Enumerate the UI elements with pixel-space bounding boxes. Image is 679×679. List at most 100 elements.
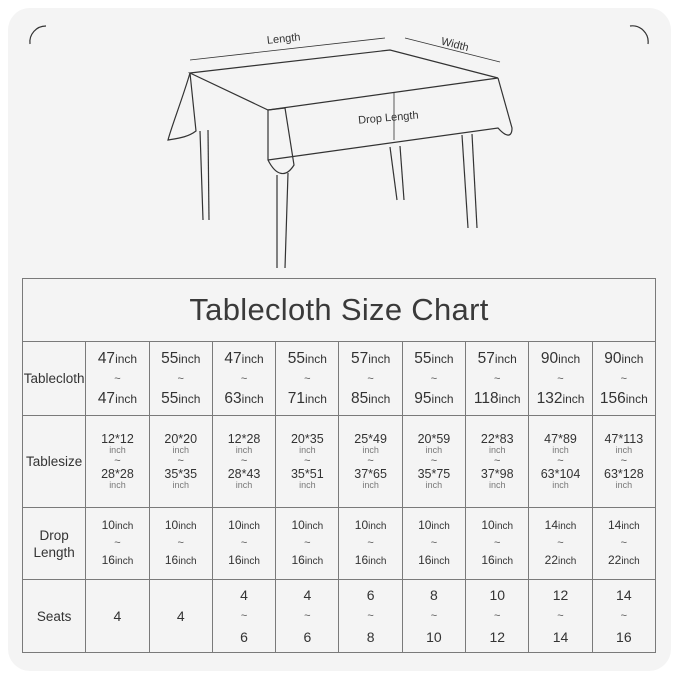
cell-value: 55inch	[150, 389, 212, 409]
cell-value: 16inch	[276, 552, 338, 570]
value-number: 10	[164, 518, 179, 532]
value-number: 10	[101, 518, 115, 532]
value-number: 10	[489, 586, 506, 603]
tilde-separator: ~	[367, 609, 374, 622]
table-cell: 10inch ~16inch	[401, 507, 467, 580]
value-number: 8	[366, 628, 375, 645]
unit-label: inch	[558, 351, 581, 366]
cell-value: 22inch	[529, 552, 591, 570]
table-cell: 90inch ~156inch	[591, 341, 657, 416]
table-cell: 4 ~6	[211, 579, 277, 653]
cell-value: 12	[529, 585, 591, 606]
cell-value: 85inch	[339, 389, 401, 409]
value-number: 22	[607, 553, 622, 567]
cell-value: 14inch	[593, 517, 655, 535]
drop-length-label: Drop Length	[358, 110, 419, 127]
cell-value: 16inch	[213, 552, 275, 570]
value-number: 57	[477, 349, 495, 367]
tilde-separator: ~	[304, 609, 311, 622]
tilde-separator: ~	[367, 455, 374, 467]
row-header: Drop Length	[21, 507, 87, 580]
tilde-separator: ~	[430, 372, 438, 385]
table-cell: 47*113 inch ~63*128 inch	[591, 415, 657, 508]
unit-label: inch	[299, 480, 316, 490]
unit-label: inch	[621, 521, 640, 532]
cell-value: 47inch	[213, 349, 275, 369]
table-cell: 10inch ~16inch	[148, 507, 213, 580]
tilde-separator: ~	[620, 537, 628, 549]
value-number: 132	[536, 389, 563, 407]
cell-value: 16inch	[403, 552, 465, 570]
unit-label: inch	[498, 391, 521, 406]
value-number: 35*51	[290, 467, 324, 481]
cell-value: 14inch	[529, 517, 591, 535]
table-cell: 10inch ~16inch	[85, 507, 150, 580]
cell-value: 20*20 inch	[150, 433, 212, 455]
value-number: 20*20	[164, 432, 198, 446]
tilde-separator: ~	[367, 537, 374, 549]
unit-label: inch	[431, 556, 450, 567]
unit-label: inch	[425, 445, 443, 455]
table-cell: 12*12 inch ~28*28 inch	[85, 415, 150, 508]
unit-label: inch	[621, 556, 640, 567]
table-cell: 57inch ~85inch	[338, 341, 403, 416]
corner-right	[629, 25, 649, 45]
table-cell: 55inch ~55inch	[148, 341, 213, 416]
cell-value: 55inch	[403, 349, 465, 369]
tilde-separator: ~	[240, 372, 248, 385]
cell-value: 57inch	[466, 349, 528, 369]
table-cell: 10inch ~16inch	[275, 507, 340, 580]
unit-label: inch	[362, 445, 379, 455]
value-number: 6	[240, 628, 248, 645]
cell-value: 16inch	[339, 552, 401, 570]
unit-label: inch	[621, 351, 644, 366]
value-number: 156	[599, 389, 626, 407]
cell-value: 16	[593, 627, 655, 648]
tilde-separator: ~	[620, 455, 628, 467]
unit-label: inch	[172, 445, 189, 455]
value-number: 10	[291, 518, 305, 532]
cell-value: 10inch	[213, 517, 275, 535]
value-number: 63	[224, 389, 242, 407]
value-number: 35*35	[164, 467, 198, 481]
unit-label: inch	[494, 556, 514, 567]
value-number: 16	[291, 553, 305, 567]
tilde-separator: ~	[430, 455, 438, 467]
value-number: 16	[481, 553, 495, 567]
unit-label: inch	[431, 351, 454, 366]
unit-label: inch	[552, 480, 569, 490]
tilde-separator: ~	[177, 372, 184, 385]
value-number: 12	[552, 586, 569, 603]
unit-label: inch	[304, 391, 327, 406]
table-diagram: Length Width Drop Length	[29, 25, 649, 269]
unit-label: inch	[494, 351, 517, 366]
unit-label: inch	[625, 391, 648, 406]
tilde-separator: ~	[557, 372, 564, 385]
cell-value: 47inch	[86, 349, 148, 369]
table-cell: 20*35 inch ~35*51 inch	[275, 415, 340, 508]
tilde-separator: ~	[114, 455, 121, 467]
value-number: 28*28	[101, 467, 134, 481]
row-header: Seats	[21, 579, 87, 653]
row-header: Tablecloth	[21, 341, 87, 416]
unit-label: inch	[299, 445, 316, 455]
unit-label: inch	[178, 351, 201, 366]
tablecloth-row: Tablecloth 47inch ~47inch 55inch ~55inch 47in…	[21, 341, 657, 416]
value-number: 55	[287, 349, 305, 367]
unit-label: inch	[615, 445, 633, 455]
value-number: 55	[414, 349, 432, 367]
cell-value: 118inch	[466, 389, 528, 409]
cell-value: 47inch	[86, 389, 148, 409]
value-number: 4	[176, 607, 185, 624]
row-header: Tablesize	[21, 415, 87, 508]
unit-label: inch	[241, 391, 264, 406]
table-cell: 25*49 inch ~37*65 inch	[338, 415, 403, 508]
tilde-separator: ~	[240, 537, 248, 549]
tilde-separator: ~	[304, 537, 311, 549]
cell-value: 10	[466, 585, 528, 606]
unit-label: inch	[368, 351, 391, 366]
cell-value: 47*113 inch	[593, 433, 655, 455]
cell-value: 28*43 inch	[213, 468, 275, 490]
value-number: 10	[354, 518, 369, 532]
cell-value: 4	[276, 585, 338, 606]
